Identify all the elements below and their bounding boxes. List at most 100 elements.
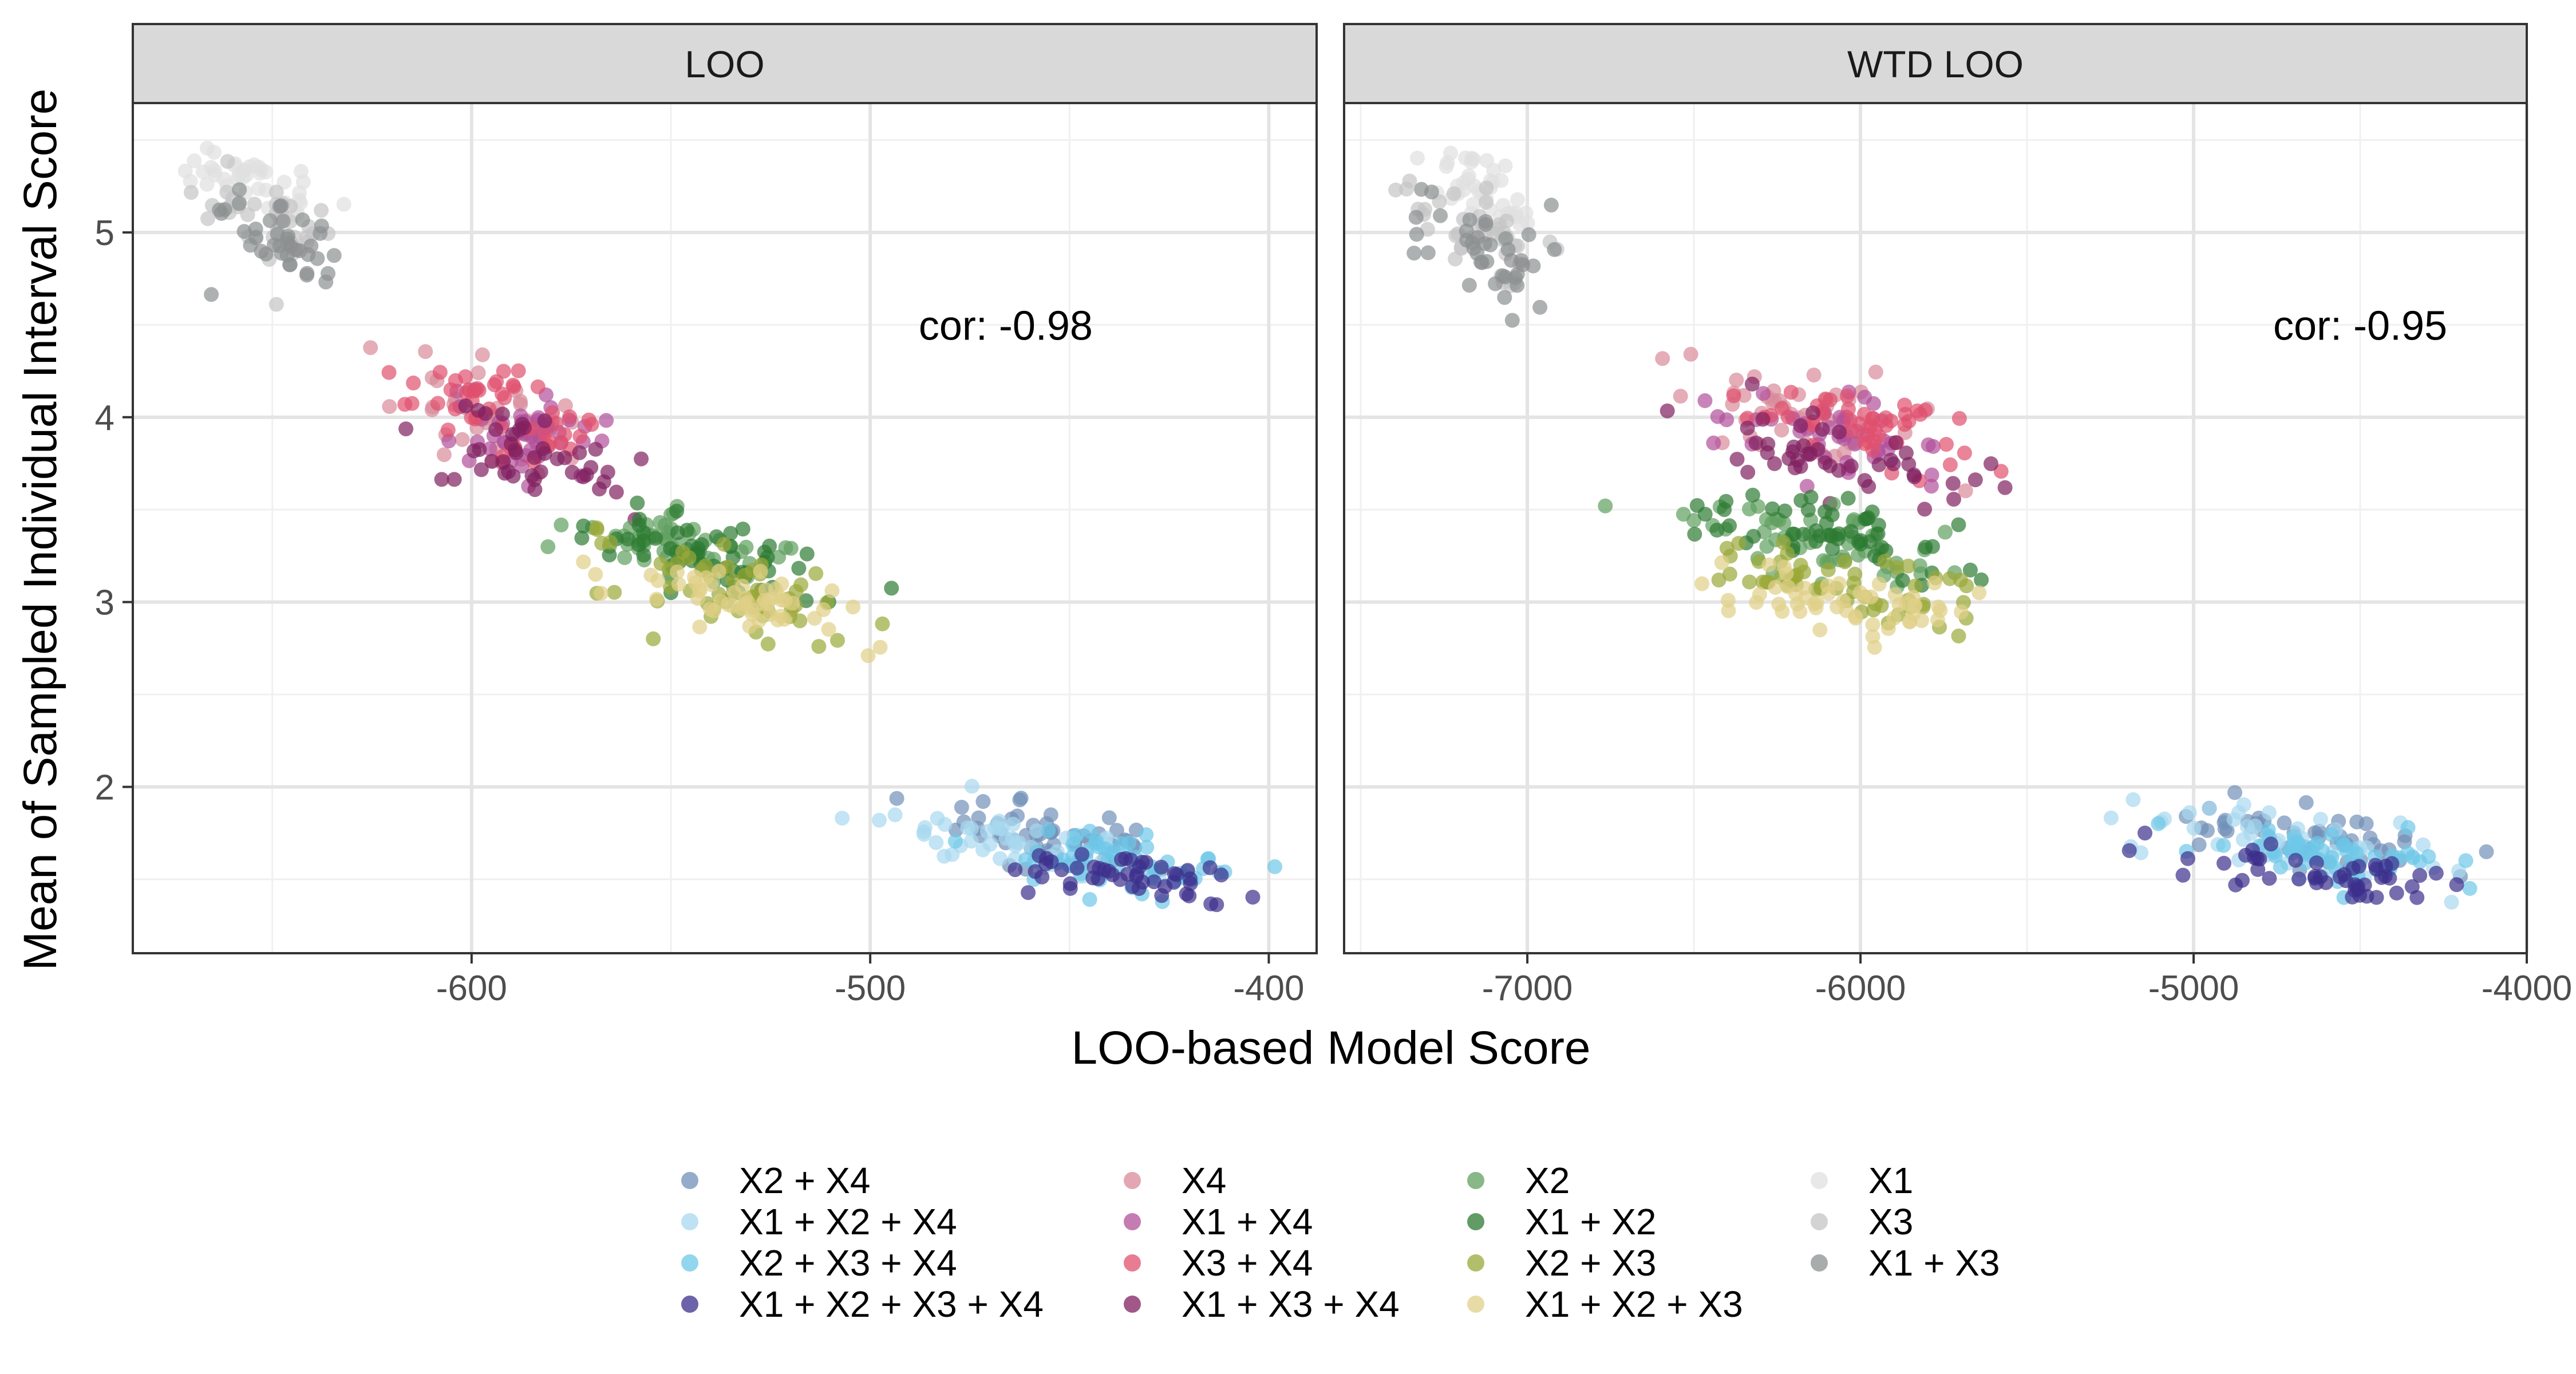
point-x1-x3 — [1408, 210, 1424, 225]
point-x1-x2-x3 — [1831, 576, 1847, 591]
point-x1-x3 — [248, 222, 263, 236]
point-x2-x4 — [1101, 810, 1117, 826]
point-x3-x4 — [1957, 445, 1972, 461]
point-x1 — [336, 196, 351, 212]
point-x3-x4 — [459, 385, 474, 401]
point-x1-x2 — [1974, 572, 1989, 587]
point-x1-x3-x4 — [537, 413, 552, 428]
legend-key — [1124, 1254, 1141, 1272]
point-x3-x4 — [1780, 409, 1796, 425]
point-x2-x4 — [975, 794, 991, 809]
y-tick-label: 3 — [95, 583, 114, 623]
legend-key — [1467, 1254, 1484, 1272]
point-x2-x4 — [2227, 785, 2242, 800]
point-x3-x4 — [581, 412, 596, 428]
point-x3-x4 — [1840, 388, 1855, 404]
point-x1-x2 — [1765, 501, 1780, 516]
point-x1-x2-x3 — [807, 611, 822, 626]
point-x4 — [1958, 483, 1973, 499]
point-x1-x3 — [318, 274, 334, 290]
point-x1-x2 — [1874, 539, 1890, 555]
legend-key — [1467, 1296, 1484, 1313]
point-x1-x2-x3 — [1812, 622, 1828, 638]
point-x2-x3-x4 — [1139, 827, 1154, 842]
point-x3 — [1448, 251, 1463, 267]
point-x3 — [1446, 186, 1461, 202]
point-x1-x2-x3 — [1792, 604, 1808, 619]
point-x1-x2-x4 — [963, 821, 979, 836]
point-x1-x2 — [632, 512, 647, 527]
point-x1-x2 — [1717, 502, 1732, 518]
point-x2-x3-x4 — [2324, 827, 2339, 842]
point-x2-x3 — [1907, 578, 1923, 594]
y-axis-label: Mean of Sampled Individual Interval Scor… — [14, 89, 66, 971]
point-x1-x3 — [1414, 181, 1429, 197]
point-x1-x2 — [1870, 526, 1886, 542]
point-x1-x3-x4 — [471, 402, 486, 418]
point-x1-x2 — [1895, 572, 1910, 588]
point-x1-x2-x3-x4 — [2412, 868, 2428, 883]
point-x1-x3 — [313, 226, 328, 241]
point-x3-x4 — [1840, 401, 1856, 417]
point-x1-x2 — [1818, 504, 1832, 519]
point-x1-x3-x4 — [1861, 479, 1876, 494]
point-x2-x3 — [1866, 602, 1881, 618]
point-x1-x2-x3-x4 — [1214, 867, 1229, 883]
point-x1-x3-x4 — [609, 484, 624, 500]
point-x1-x2-x3 — [1752, 587, 1767, 602]
point-x2-x3-x4 — [2458, 853, 2474, 868]
point-x1-x2-x3-x4 — [2250, 862, 2266, 877]
point-x1-x3-x4 — [1984, 456, 1998, 471]
point-x1-x2 — [1745, 487, 1760, 503]
legend-item-x1-x3-x4: X1 + X3 + X4 — [1124, 1284, 1400, 1325]
point-x1-x3-x4 — [1832, 424, 1847, 440]
point-x1-x2-x3 — [588, 567, 603, 582]
point-x1-x3-x4 — [1793, 418, 1808, 433]
point-x1-x3-x4 — [495, 406, 510, 422]
point-x2-x3-x4 — [1065, 837, 1081, 852]
point-x1-x2-x3-x4 — [1153, 859, 1169, 875]
point-x2-x3 — [1901, 558, 1916, 574]
point-x1-x3-x4 — [472, 442, 487, 457]
point-x1-x2-x3 — [735, 578, 750, 594]
legend-key — [1124, 1213, 1141, 1230]
point-x1-x3 — [310, 251, 325, 266]
x-tick-label: -500 — [835, 969, 906, 1008]
point-x1-x2-x3-x4 — [1101, 863, 1116, 879]
point-x1 — [1443, 145, 1458, 161]
point-x2-x3 — [1942, 571, 1958, 586]
point-x1 — [251, 159, 266, 175]
point-x1-x2-x4 — [2444, 894, 2459, 910]
point-x1-x2-x3 — [1930, 612, 1945, 627]
point-x1-x2-x4 — [2125, 792, 2141, 807]
legend-item-x2-x3: X2 + X3 — [1467, 1242, 1657, 1284]
point-x1-x3-x4 — [473, 462, 489, 477]
point-x1-x2-x3-x4 — [2389, 885, 2404, 901]
point-x2 — [1912, 558, 1927, 574]
point-x1-x2-x4 — [2226, 812, 2242, 827]
point-x1-x2-x3 — [1865, 617, 1880, 632]
point-x1-x4 — [599, 413, 614, 428]
legend-label: X1 + X3 — [1868, 1242, 2000, 1284]
point-x1-x2-x3 — [1809, 595, 1824, 610]
legend-key — [1124, 1296, 1141, 1313]
point-x1 — [1494, 173, 1509, 188]
point-x2-x3 — [1742, 574, 1757, 590]
legend-label: X4 — [1182, 1160, 1226, 1201]
legend-item-x1-x2: X1 + X2 — [1467, 1201, 1657, 1242]
point-x2-x3 — [1731, 536, 1747, 551]
legend-label: X2 + X4 — [739, 1160, 871, 1201]
point-x1-x3 — [1495, 268, 1510, 283]
point-x1-x2-x3-x4 — [1135, 855, 1150, 870]
point-x1-x3 — [236, 224, 252, 239]
point-x1-x2-x3-x4 — [2121, 843, 2137, 858]
point-x3 — [1399, 181, 1415, 197]
point-x1-x2-x3 — [1931, 599, 1946, 615]
point-x1-x2 — [1709, 523, 1725, 538]
point-x4 — [512, 393, 528, 409]
point-x1-x3-x4 — [1748, 435, 1764, 451]
point-x1-x3-x4 — [1744, 376, 1760, 392]
point-x1-x3 — [1461, 278, 1477, 293]
legend-label: X3 + X4 — [1182, 1242, 1313, 1284]
point-x1 — [216, 172, 232, 187]
